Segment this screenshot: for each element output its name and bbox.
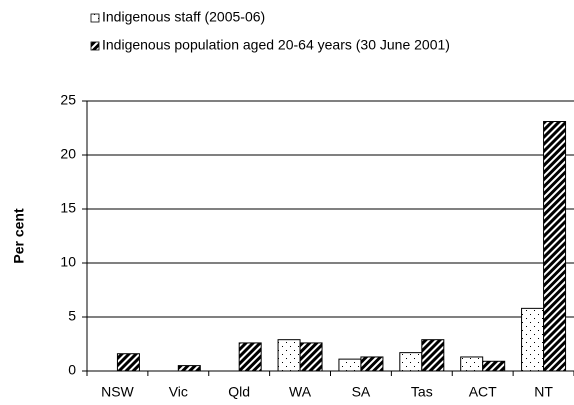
bar <box>482 360 506 372</box>
y-tick-label: 25 <box>60 92 76 108</box>
x-tick-label: Qld <box>228 384 250 400</box>
bar <box>277 339 301 372</box>
bar <box>543 121 567 372</box>
x-tick-label: WA <box>289 384 312 400</box>
legend-label: Indigenous staff (2005-06) <box>102 9 265 25</box>
bar <box>116 353 140 372</box>
x-tick-label: ACT <box>469 384 497 400</box>
x-tick-label: NT <box>534 384 553 400</box>
x-tick-label: Tas <box>411 384 433 400</box>
legend-swatch <box>90 41 100 51</box>
y-tick-label: 5 <box>68 308 76 324</box>
bar <box>177 365 201 372</box>
bar <box>238 342 262 372</box>
bar <box>460 356 484 372</box>
y-axis-label: Per cent <box>11 208 27 264</box>
legend-swatch <box>90 13 100 23</box>
x-tick-label: SA <box>352 384 371 400</box>
bar <box>521 307 545 372</box>
y-tick-label: 15 <box>60 200 76 216</box>
bar <box>299 342 323 372</box>
bar <box>399 352 423 372</box>
bar <box>421 339 445 372</box>
x-tick-label: NSW <box>101 384 134 400</box>
y-tick-label: 10 <box>60 254 76 270</box>
bar <box>360 356 384 372</box>
bar <box>338 358 362 372</box>
x-tick-label: Vic <box>169 384 188 400</box>
y-tick-label: 20 <box>60 146 76 162</box>
y-tick-label: 0 <box>68 362 76 378</box>
legend-label: Indigenous population aged 20-64 years (… <box>102 37 450 53</box>
